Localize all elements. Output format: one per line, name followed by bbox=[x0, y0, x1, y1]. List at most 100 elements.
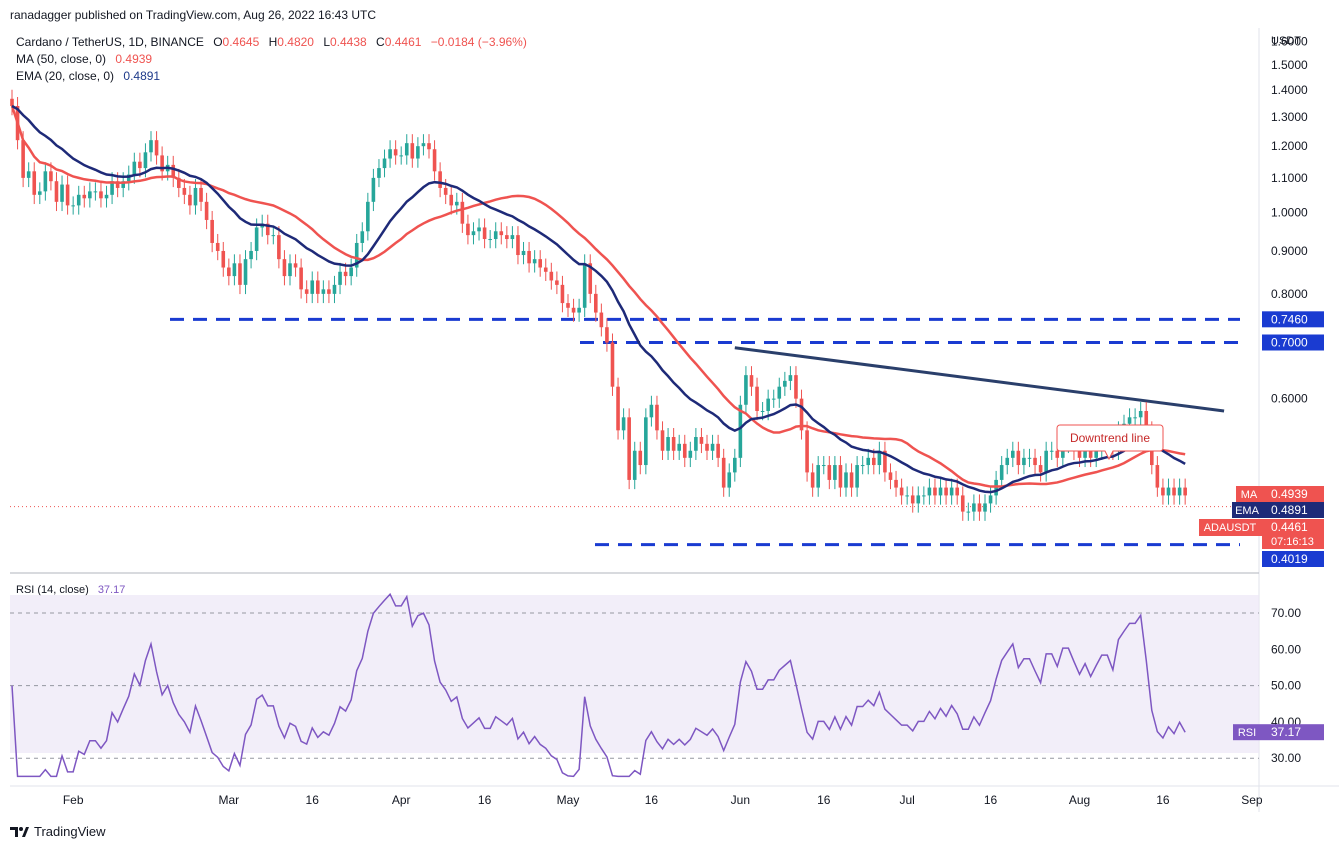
candle-body bbox=[788, 375, 793, 381]
candle-body bbox=[1077, 450, 1082, 458]
publisher-line: ranadagger published on TradingView.com,… bbox=[10, 8, 377, 22]
candle-body bbox=[204, 201, 209, 220]
time-tick-label: Mar bbox=[219, 793, 240, 807]
candle-body bbox=[1022, 457, 1026, 466]
downtrend-annotation: Downtrend line bbox=[1056, 424, 1164, 461]
candle-body bbox=[138, 161, 142, 169]
candle-body bbox=[632, 450, 637, 480]
candle-body bbox=[277, 235, 281, 260]
candle-body bbox=[249, 250, 253, 260]
candle-body bbox=[805, 430, 809, 473]
rsi-line bbox=[11, 592, 1186, 778]
ma-legend: MA (50, close, 0) 0.4939 bbox=[16, 52, 152, 66]
candle-body bbox=[716, 443, 720, 458]
candle-body bbox=[271, 235, 276, 237]
candle-body bbox=[810, 472, 815, 488]
candle-body bbox=[10, 98, 14, 106]
symbol-legend: Cardano / TetherUS, 1D, BINANCE O0.4645 … bbox=[16, 35, 527, 49]
candle-body bbox=[827, 465, 832, 480]
candle-body bbox=[983, 503, 987, 512]
candle-body bbox=[366, 201, 370, 232]
candle-body bbox=[972, 503, 976, 512]
time-tick-label: 16 bbox=[817, 793, 831, 807]
candle-body bbox=[377, 168, 381, 178]
time-tick-label: Apr bbox=[392, 793, 411, 807]
candle-body bbox=[1049, 450, 1054, 452]
candle-body bbox=[532, 259, 537, 264]
rsi-tick-label: 30.00 bbox=[1271, 751, 1301, 765]
candle-body bbox=[404, 143, 409, 156]
candle-body bbox=[115, 181, 120, 188]
candle-body bbox=[866, 457, 871, 466]
candle-body bbox=[93, 191, 98, 193]
candle-body bbox=[677, 443, 681, 451]
candle-body bbox=[655, 404, 659, 431]
candle-body bbox=[88, 191, 92, 199]
candle-body bbox=[916, 495, 921, 504]
candle-body bbox=[510, 235, 515, 240]
rsi-band bbox=[10, 595, 1259, 753]
rsi-tag-value-bg bbox=[1262, 724, 1324, 741]
candle-body bbox=[621, 417, 626, 431]
candle-body bbox=[343, 271, 348, 277]
candle-body bbox=[949, 487, 954, 496]
candle-body bbox=[471, 231, 476, 236]
candle-body bbox=[243, 259, 248, 285]
level-700-tag-value-bg bbox=[1262, 334, 1324, 351]
candle-body bbox=[1088, 450, 1093, 458]
candle-body bbox=[799, 398, 804, 431]
candle-body bbox=[1183, 487, 1187, 496]
candle-body bbox=[894, 479, 898, 488]
candle-body bbox=[521, 250, 526, 256]
candle-body bbox=[694, 437, 698, 451]
candle-body bbox=[999, 465, 1004, 480]
candle-body bbox=[49, 171, 53, 182]
price-tick-label: 0.9000 bbox=[1271, 244, 1308, 258]
ohlc-open: O0.4645 bbox=[213, 35, 260, 49]
candle-body bbox=[327, 289, 331, 294]
candle-body bbox=[82, 194, 87, 199]
level-746-tag-value-bg bbox=[1262, 311, 1324, 328]
candle-body bbox=[1083, 450, 1087, 458]
candle-body bbox=[54, 181, 59, 202]
candle-body bbox=[1144, 410, 1149, 431]
candle-body bbox=[560, 284, 565, 304]
price-tag-label: ADAUSDT bbox=[1204, 522, 1257, 534]
candle-body bbox=[388, 149, 392, 159]
ma-tag-value: 0.4939 bbox=[1271, 487, 1308, 501]
time-tick-label: 16 bbox=[645, 793, 659, 807]
downtrend-line bbox=[734, 346, 1225, 413]
candle-body bbox=[1005, 457, 1010, 466]
candle-body bbox=[666, 437, 670, 451]
rsi-tick-label: 70.00 bbox=[1271, 606, 1301, 620]
candle-body bbox=[627, 417, 631, 480]
candle-body bbox=[660, 430, 665, 451]
candle-body bbox=[671, 437, 676, 451]
candle-body bbox=[1161, 487, 1165, 496]
candle-body bbox=[966, 511, 971, 513]
level-402-tag-value: 0.4019 bbox=[1271, 552, 1308, 566]
candle-body bbox=[154, 140, 159, 156]
ema-tag-label: EMA bbox=[1235, 505, 1260, 517]
candle-body bbox=[304, 289, 309, 294]
ma-tag-label-bg bbox=[1236, 486, 1262, 502]
candle-body bbox=[1166, 487, 1171, 496]
candle-body bbox=[410, 143, 415, 159]
candle-body bbox=[227, 267, 231, 277]
candle-body bbox=[316, 280, 320, 294]
candle-body bbox=[1055, 450, 1060, 458]
candle-body bbox=[1016, 450, 1021, 466]
tradingview-brand[interactable]: TradingView bbox=[10, 824, 106, 839]
ema-tag-value: 0.4891 bbox=[1271, 503, 1308, 517]
candle-body bbox=[844, 472, 848, 488]
candle-body bbox=[449, 194, 454, 206]
candle-body bbox=[443, 187, 448, 195]
candle-body bbox=[488, 239, 492, 241]
candle-body bbox=[1155, 465, 1160, 488]
candle-body bbox=[582, 263, 587, 308]
candle-body bbox=[477, 227, 481, 232]
level-746-tag-value: 0.7460 bbox=[1271, 312, 1308, 326]
candle-body bbox=[71, 205, 75, 207]
candle-body bbox=[766, 398, 770, 411]
